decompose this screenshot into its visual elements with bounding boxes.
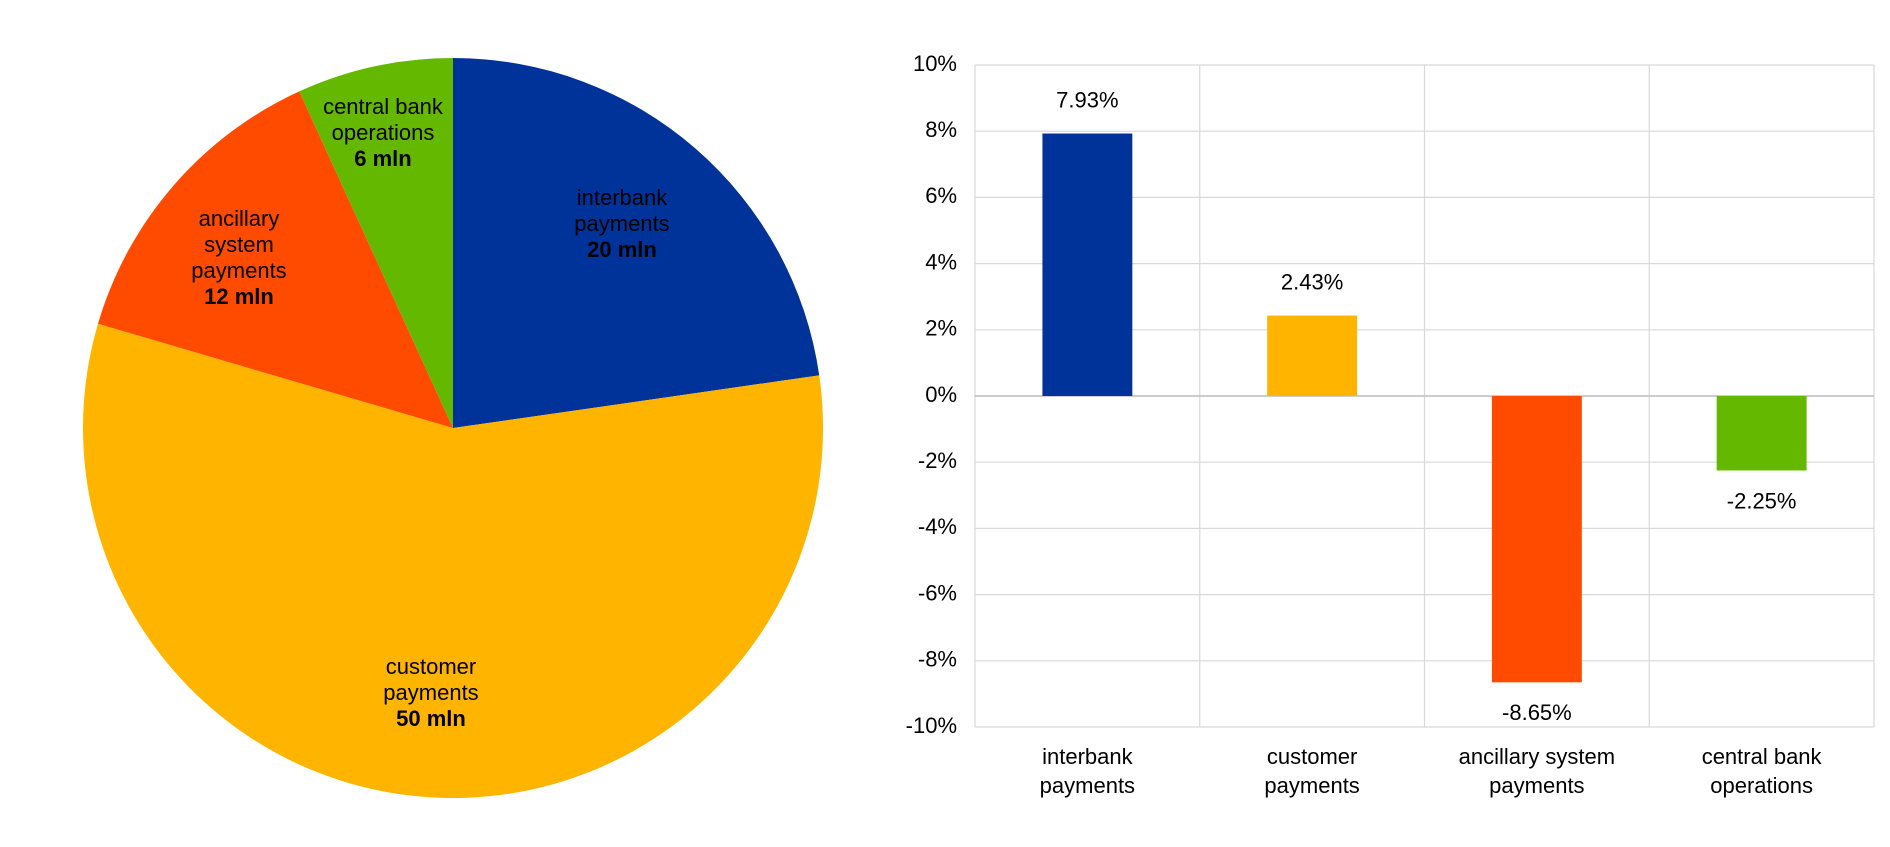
slice-category: interbank payments [574,185,670,236]
slice-label: interbank payments 20 mln [562,185,682,263]
value-label: -2.25% [1727,488,1797,513]
y-tick-label: 0% [925,382,957,407]
slice-value: 20 mln [587,237,657,262]
bar [1716,396,1807,471]
bar [1267,315,1358,396]
value-label: -8.65% [1502,700,1572,725]
y-tick-label: -6% [918,580,957,605]
y-tick-label: 2% [925,316,957,341]
slice-label: central bank operations 6 mln [313,94,453,172]
y-tick-label: -2% [918,448,957,473]
slice-value: 50 mln [396,706,466,731]
slice-category: central bank operations [323,94,443,145]
bar [1491,396,1582,683]
value-label: 7.93% [1056,87,1118,112]
y-tick-label: -8% [918,647,957,672]
pie-slice [97,91,453,429]
x-tick-label: central bank operations [1701,744,1822,798]
y-tick-label: -4% [918,514,957,539]
y-tick-label: 10% [913,51,957,76]
x-tick-label: ancillary system payments [1458,744,1616,798]
x-tick-label: customer payments [1264,744,1360,798]
slice-label: ancillary system payments 12 mln [184,206,294,310]
pie-slice [299,58,453,428]
y-tick-label: 4% [925,249,957,274]
slice-category: ancillary system payments [191,206,287,283]
x-tick-label: interbank payments [1039,744,1136,798]
pie-slice [83,323,823,798]
bar [1042,133,1133,396]
y-tick-label: -10% [906,713,957,738]
value-label: 2.43% [1281,269,1343,294]
slice-label: customer payments 50 mln [371,654,491,732]
y-tick-label: 6% [925,183,957,208]
pie-slice [453,58,820,428]
slice-value: 12 mln [204,284,274,309]
y-tick-label: 8% [925,117,957,142]
slice-value: 6 mln [354,146,412,171]
slice-category: customer payments [383,654,479,705]
